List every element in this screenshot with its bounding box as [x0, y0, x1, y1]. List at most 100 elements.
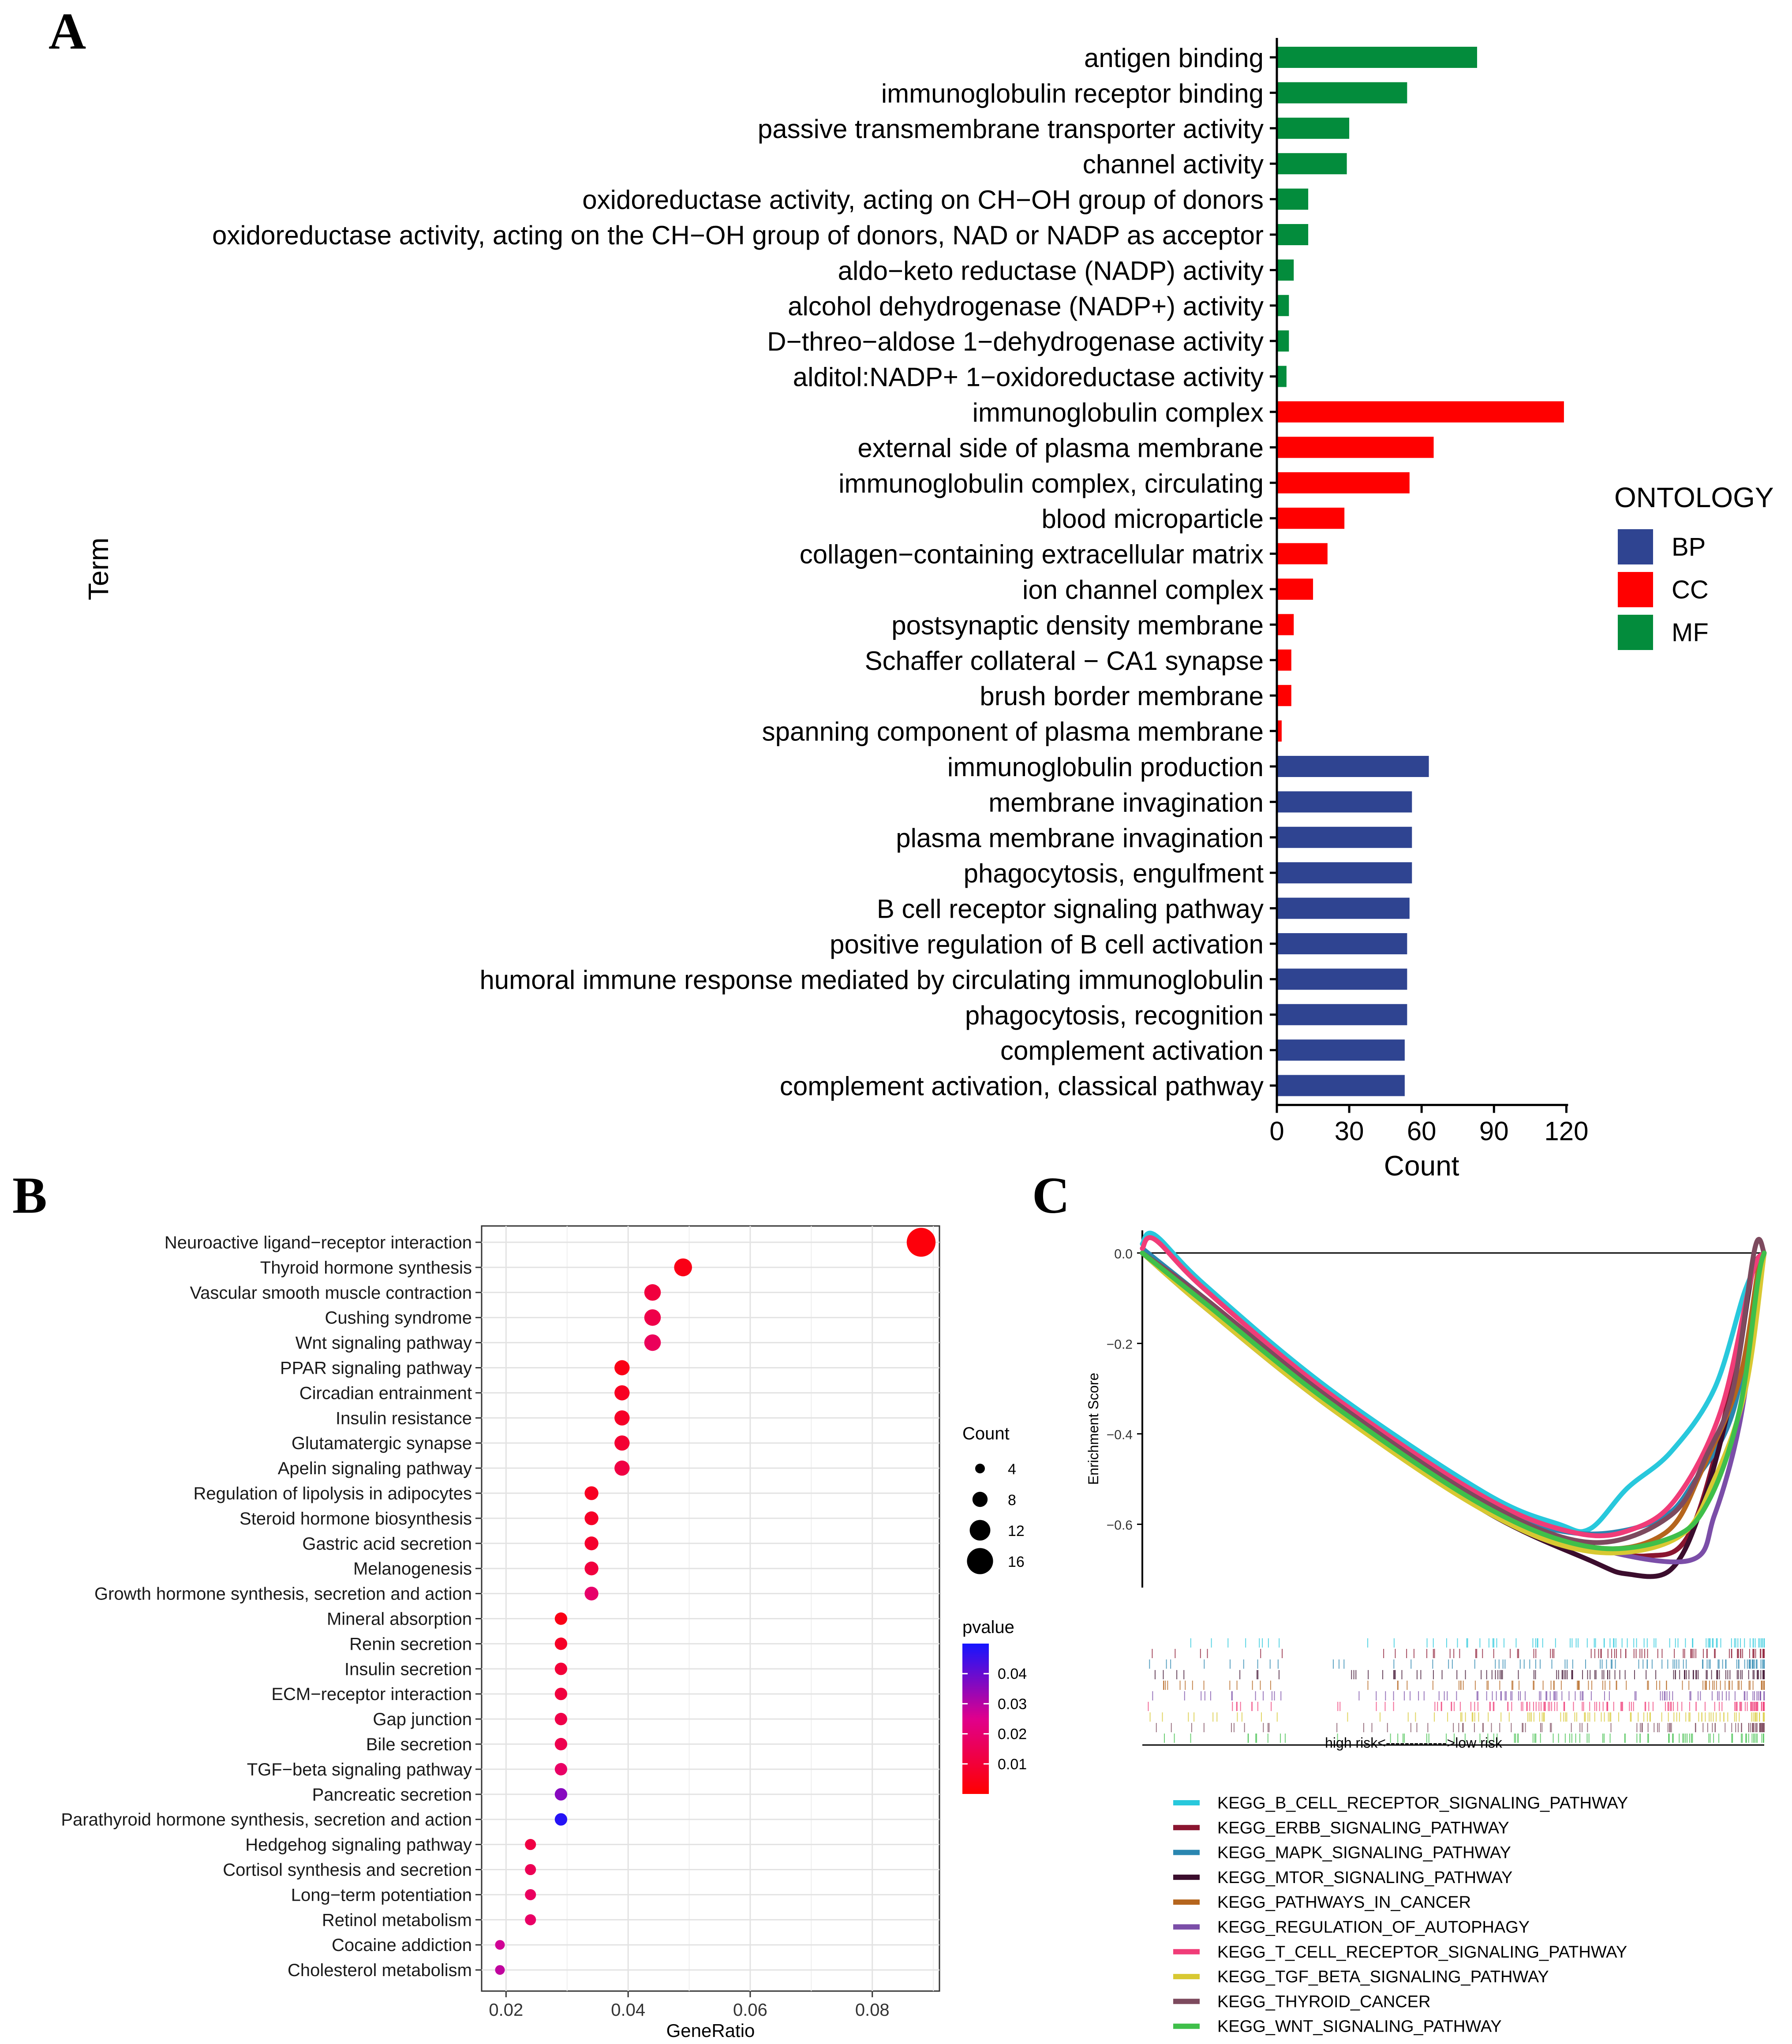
- color-legend-label: 0.04: [998, 1666, 1027, 1682]
- x-tick-label: 30: [1335, 1117, 1364, 1146]
- panel-label-b: B: [12, 1166, 47, 1224]
- term-label: Gap junction: [373, 1710, 472, 1729]
- y-axis-title: Enrichment Score: [1085, 1373, 1101, 1485]
- x-tick-label: 120: [1544, 1117, 1588, 1146]
- data-point: [614, 1385, 630, 1401]
- term-label: immunoglobulin production: [947, 752, 1264, 782]
- bar-mf: [1277, 224, 1309, 245]
- bar-cc: [1277, 543, 1328, 564]
- term-label: B cell receptor signaling pathway: [877, 894, 1264, 924]
- data-point: [644, 1334, 661, 1351]
- term-label: passive transmembrane transporter activi…: [758, 114, 1264, 144]
- legend-swatch-bp: [1618, 529, 1653, 564]
- x-axis-title: GeneRatio: [666, 2020, 755, 2041]
- term-label: complement activation: [1000, 1036, 1264, 1065]
- panel-label-c: C: [1032, 1166, 1070, 1224]
- legend-label: KEGG_PATHWAYS_IN_CANCER: [1217, 1893, 1471, 1912]
- data-point: [525, 1864, 536, 1876]
- data-point: [584, 1562, 599, 1576]
- x-tick-label: 0.04: [611, 2000, 645, 2020]
- term-label: Renin secretion: [349, 1634, 472, 1654]
- term-label: Steroid hormone biosynthesis: [239, 1509, 472, 1528]
- legend-label: KEGG_WNT_SIGNALING_PATHWAY: [1217, 2018, 1502, 2036]
- legend-swatch-cc: [1618, 572, 1653, 607]
- term-label: Bile secretion: [366, 1735, 472, 1754]
- size-legend-dot: [972, 1491, 988, 1507]
- size-legend-dot: [967, 1548, 993, 1574]
- term-label: spanning component of plasma membrane: [762, 717, 1264, 747]
- bar-bp: [1277, 1004, 1407, 1025]
- term-label: ECM−receptor interaction: [271, 1685, 472, 1704]
- data-point: [554, 1813, 568, 1826]
- bar-mf: [1277, 295, 1289, 316]
- data-point: [584, 1486, 599, 1500]
- legend-label: KEGG_TGF_BETA_SIGNALING_PATHWAY: [1217, 1968, 1549, 1986]
- data-point: [495, 1965, 505, 1975]
- term-label: Thyroid hormone synthesis: [260, 1258, 472, 1278]
- term-label: immunoglobulin complex, circulating: [838, 469, 1264, 498]
- x-tick-label: 90: [1479, 1117, 1509, 1146]
- color-legend-label: 0.01: [998, 1756, 1027, 1773]
- legend-label: KEGG_B_CELL_RECEPTOR_SIGNALING_PATHWAY: [1217, 1794, 1628, 1812]
- data-point: [554, 1688, 568, 1700]
- color-legend-bar: [962, 1644, 989, 1794]
- term-label: Melanogenesis: [353, 1559, 472, 1579]
- x-tick-label: 0: [1269, 1117, 1284, 1146]
- bar-cc: [1277, 472, 1410, 493]
- term-label: oxidoreductase activity, acting on the C…: [212, 220, 1264, 250]
- term-label: oxidoreductase activity, acting on CH−OH…: [582, 185, 1264, 215]
- term-label: alcohol dehydrogenase (NADP+) activity: [788, 291, 1264, 321]
- bar-cc: [1277, 720, 1282, 742]
- bar-bp: [1277, 862, 1412, 884]
- x-tick-label: 60: [1407, 1117, 1437, 1146]
- term-label: humoral immune response mediated by circ…: [479, 965, 1264, 994]
- panel-c-gsea-plot: 0.0 −0.2 −0.4 −0.6 Enrichment Score high risk…: [1085, 1230, 1767, 2036]
- legend-label-mf: MF: [1672, 618, 1709, 647]
- bar-mf: [1277, 82, 1407, 104]
- term-label: TGF−beta signaling pathway: [247, 1760, 472, 1779]
- y-tick-label: −0.2: [1107, 1337, 1133, 1352]
- term-label: Schaffer collateral − CA1 synapse: [865, 646, 1264, 676]
- term-label: Insulin secretion: [344, 1659, 472, 1679]
- term-label: Vascular smooth muscle contraction: [190, 1283, 472, 1303]
- term-label: Parathyroid hormone synthesis, secretion…: [61, 1810, 472, 1830]
- bar-mf: [1277, 259, 1294, 281]
- y-tick-label: −0.6: [1107, 1518, 1133, 1532]
- legend-label: KEGG_MAPK_SIGNALING_PATHWAY: [1217, 1844, 1511, 1862]
- y-tick-label: 0.0: [1114, 1247, 1133, 1261]
- data-point: [584, 1511, 599, 1525]
- term-label: complement activation, classical pathway: [780, 1072, 1264, 1101]
- term-label: aldo−keto reductase (NADP) activity: [838, 256, 1264, 285]
- size-legend-label: 4: [1008, 1461, 1016, 1478]
- y-axis-title: Term: [82, 538, 114, 600]
- term-label: collagen−containing extracellular matrix: [800, 540, 1264, 569]
- legend-label: KEGG_MTOR_SIGNALING_PATHWAY: [1217, 1868, 1512, 1887]
- data-point: [644, 1284, 661, 1301]
- term-label: postsynaptic density membrane: [891, 610, 1264, 640]
- x-axis-title: Count: [1384, 1150, 1459, 1182]
- bar-mf: [1277, 188, 1309, 210]
- enrichment-curve: [1140, 1230, 1767, 1534]
- data-point: [525, 1889, 536, 1900]
- color-legend-label: 0.03: [998, 1696, 1027, 1712]
- data-point: [614, 1410, 630, 1426]
- size-legend-dot: [975, 1464, 985, 1473]
- term-label: external side of plasma membrane: [858, 433, 1264, 463]
- bar-bp: [1277, 791, 1412, 813]
- panel-a-bar-chart: antigen binding immunoglobulin receptor b…: [82, 38, 1774, 1182]
- term-label: Pancreatic secretion: [312, 1785, 472, 1805]
- data-point: [906, 1228, 936, 1257]
- term-label: Hedgehog signaling pathway: [245, 1835, 472, 1855]
- term-label: Cholesterol metabolism: [288, 1961, 472, 1980]
- bar-cc: [1277, 579, 1313, 600]
- data-point: [584, 1536, 599, 1551]
- data-point: [554, 1713, 568, 1726]
- legend-swatch-mf: [1618, 615, 1653, 650]
- term-label: alditol:NADP+ 1−oxidoreductase activity: [793, 362, 1264, 392]
- term-label: positive regulation of B cell activation: [830, 930, 1264, 959]
- legend-title: ONTOLOGY: [1614, 482, 1774, 513]
- term-label: Cushing syndrome: [325, 1308, 472, 1328]
- term-label: immunoglobulin complex: [973, 398, 1264, 427]
- x-tick-label: 0.06: [733, 2000, 767, 2020]
- term-label: Insulin resistance: [336, 1409, 472, 1428]
